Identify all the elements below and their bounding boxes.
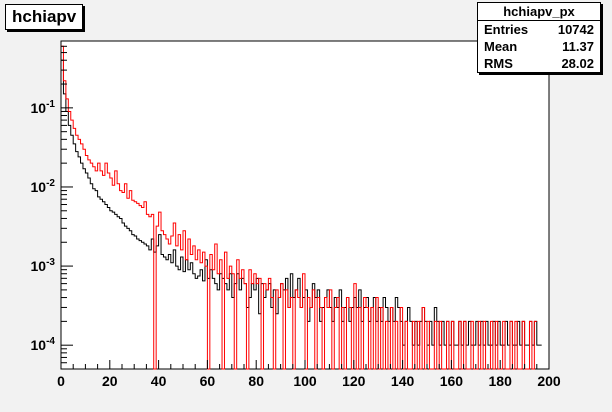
stats-label: Entries: [484, 22, 529, 37]
y-tick-label: 10-1: [31, 99, 56, 116]
stats-box: hchiapv_px Entries 10742 Mean 11.37 RMS …: [477, 2, 601, 73]
x-tick-label: 120: [342, 373, 366, 389]
stats-value: 10742: [557, 22, 594, 37]
x-tick-label: 60: [200, 373, 216, 389]
y-tick-base: 10: [31, 258, 47, 274]
y-tick-exponent: -3: [46, 257, 55, 268]
y-tick-label: 10-2: [31, 178, 56, 195]
stats-label: RMS: [484, 56, 513, 71]
y-tick-base: 10: [31, 337, 47, 353]
y-tick-label: 10-3: [31, 257, 56, 274]
x-tick-label: 160: [440, 373, 464, 389]
y-tick-exponent: -4: [46, 336, 55, 347]
stats-value: 11.37: [562, 39, 594, 54]
x-tick-label: 100: [293, 373, 317, 389]
y-tick-exponent: -2: [46, 178, 55, 189]
x-tick-label: 0: [57, 373, 65, 389]
stats-row-rms: RMS 28.02: [478, 55, 600, 72]
x-tick-label: 200: [537, 373, 561, 389]
x-tick-label: 80: [248, 373, 264, 389]
x-tick-label: 140: [391, 373, 415, 389]
x-tick-label: 180: [489, 373, 513, 389]
series-line-red: [61, 45, 537, 370]
stats-row-entries: Entries 10742: [478, 21, 600, 38]
y-tick-exponent: -1: [46, 99, 55, 110]
axis-layer: 0 20 40 60 80 100 120 140 160 180 20010-410-310-21…: [31, 45, 561, 389]
x-tick-label: 20: [102, 373, 118, 389]
stats-label: Mean: [484, 39, 518, 54]
y-tick-label: 10-4: [31, 336, 56, 353]
stats-title: hchiapv_px: [478, 3, 600, 21]
stats-value: 28.02: [561, 56, 594, 71]
stats-row-mean: Mean 11.37: [478, 38, 600, 55]
y-tick-base: 10: [31, 179, 47, 195]
x-tick-label: 40: [151, 373, 167, 389]
series-layer: [61, 45, 542, 370]
y-tick-base: 10: [31, 100, 47, 116]
histogram-title: hchiapv: [5, 4, 84, 30]
